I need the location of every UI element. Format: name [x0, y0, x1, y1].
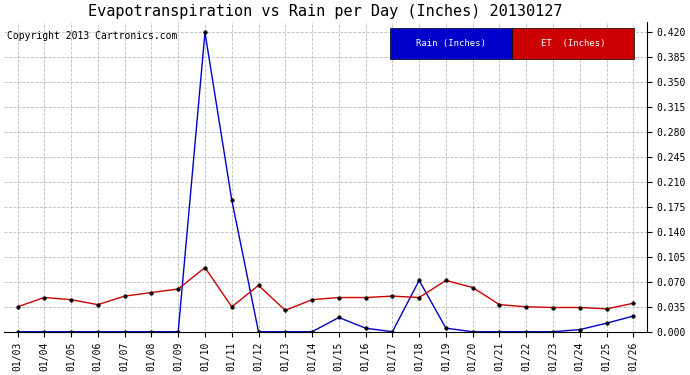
Title: Evapotranspiration vs Rain per Day (Inches) 20130127: Evapotranspiration vs Rain per Day (Inch… — [88, 4, 563, 19]
FancyBboxPatch shape — [512, 28, 634, 59]
FancyBboxPatch shape — [390, 28, 512, 59]
Text: Copyright 2013 Cartronics.com: Copyright 2013 Cartronics.com — [8, 31, 178, 41]
Text: Rain (Inches): Rain (Inches) — [416, 39, 486, 48]
Text: ET  (Inches): ET (Inches) — [540, 39, 605, 48]
